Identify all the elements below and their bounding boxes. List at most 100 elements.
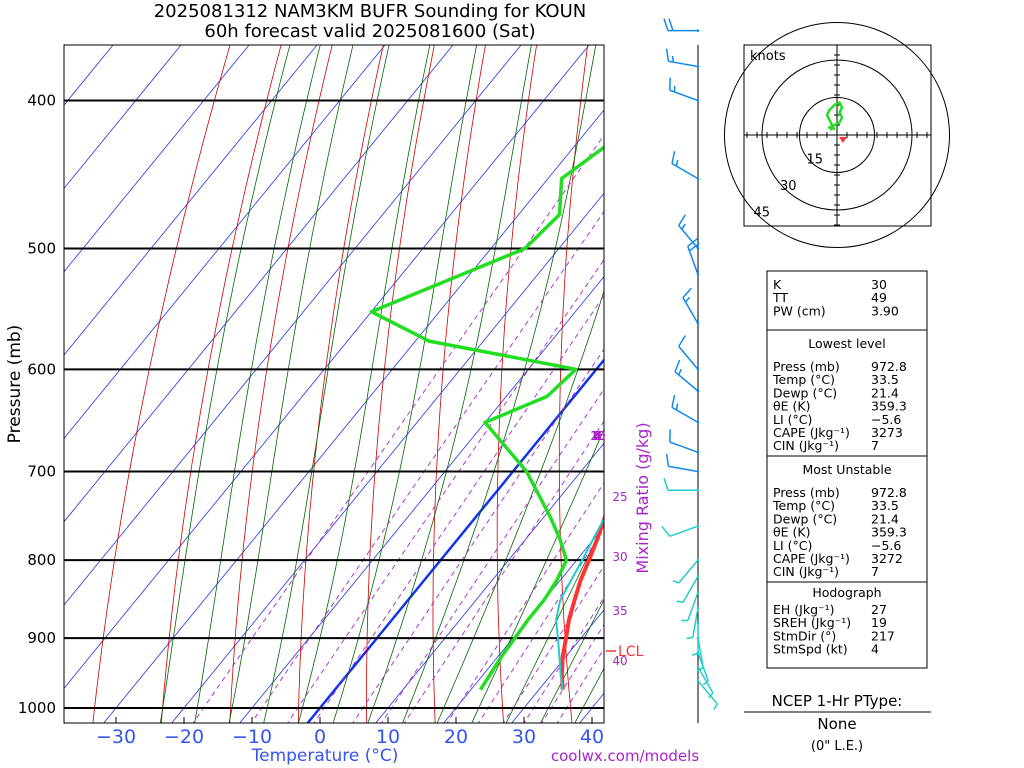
indices-box-hodograph [766, 581, 928, 669]
wind-barb [676, 575, 700, 604]
isotherm-line [306, 357, 604, 723]
index-label: CAPE (Jkg⁻¹) [773, 425, 850, 440]
mixing-ratio-tick-label: 6 [594, 429, 602, 443]
mixing-ratio-tick-label: 2 [594, 429, 602, 443]
index-value: 19 [871, 615, 887, 630]
ptype-value: None [817, 715, 856, 733]
mixing-ratio-tick-label: 20 [590, 429, 605, 443]
panel-heading: Hodograph [812, 585, 881, 600]
isotherm-line [64, 45, 522, 606]
dry-adiabat-line [994, 0, 1024, 740]
index-value: 3272 [871, 551, 903, 566]
wind-barb [663, 18, 700, 32]
panel-heading: Most Unstable [802, 462, 891, 477]
index-label: CAPE (Jkg⁻¹) [773, 551, 850, 566]
y-axis-label: Pressure (mb) [5, 325, 25, 444]
mixing-ratio-tick-label: 35 [612, 604, 627, 618]
plot-frame [63, 44, 605, 724]
index-label: K [773, 277, 782, 292]
wind-barbs [661, 18, 718, 710]
mixing-ratio-tick-label: 10 [590, 429, 605, 443]
index-label: Press (mb) [773, 359, 840, 374]
index-value: 21.4 [871, 385, 899, 400]
index-value: 33.5 [871, 372, 899, 387]
moist-adiabat-line [159, 45, 291, 723]
dry-adiabat-line [366, 45, 435, 723]
mixing-ratio-line [381, 388, 604, 723]
index-value: 4 [871, 642, 879, 657]
index-value: 7 [871, 564, 879, 579]
index-value: 217 [871, 628, 895, 643]
hodograph-ring [799, 97, 875, 173]
source-url: coolwx.com/models [551, 747, 699, 765]
dry-adiabat-line [432, 45, 486, 723]
index-value: 3.90 [871, 303, 899, 318]
moist-adiabat-line [540, 599, 604, 723]
mixing-ratio-tick-label: 30 [612, 550, 627, 564]
moist-adiabat-line [402, 45, 597, 723]
y-tick-label: 1000 [18, 699, 56, 717]
pressure-axis: 1002003004005006007008009001000 [18, 92, 56, 717]
x-tick-label: −30 [96, 726, 136, 748]
index-value: 972.8 [871, 359, 907, 374]
mixing-ratio-tick-label: 40 [612, 654, 627, 668]
index-value: 33.5 [871, 498, 899, 513]
hodograph-ring [761, 59, 913, 211]
moist-adiabat-line [194, 45, 321, 723]
isotherm-line [64, 45, 590, 689]
index-value: −5.6 [871, 538, 901, 553]
isotherm-line [375, 442, 604, 723]
dry-adiabat-line [945, 0, 1024, 740]
wind-barb [696, 679, 718, 710]
mixing-ratio-tick-label: 15 [590, 429, 605, 443]
wind-barb [671, 151, 700, 180]
isotherm-line [171, 192, 604, 723]
dry-adiabat-line [297, 45, 384, 723]
parcel-trace [555, 516, 604, 690]
wind-barb [686, 606, 700, 640]
moist-adiabat-line [436, 289, 604, 723]
wind-barb [663, 477, 700, 492]
index-label: PW (cm) [773, 303, 826, 318]
wind-barb [669, 77, 700, 102]
dry-adiabat-line [229, 45, 333, 723]
moist-adiabat-line [505, 522, 604, 723]
hodograph-ring-label: 45 [753, 206, 770, 221]
hodograph-trace [825, 100, 844, 131]
dry-adiabat-line [160, 45, 282, 723]
wind-barb [696, 665, 714, 699]
mixing-ratio-tick-label: 3 [594, 429, 602, 443]
wind-barb [674, 359, 700, 393]
x-tick-label: −10 [232, 726, 272, 748]
indices-panel: K 30 TT 49 PW (cm) 3.90 Lowest level Press (mb)… [766, 270, 928, 669]
temperature-profile [559, 512, 604, 690]
sounding-profiles [369, 145, 604, 691]
mixing-ratio-tick-label: 4 [594, 429, 602, 443]
dewpoint-profile [369, 145, 604, 691]
moist-adiabat-line [332, 45, 478, 723]
index-value: −5.6 [871, 412, 901, 427]
mixing-ratio-tick-label: 25 [612, 490, 627, 504]
hodograph-ring [724, 22, 950, 248]
mixing-ratio-tick-label: 1 [594, 429, 602, 443]
dry-adiabat-line [92, 45, 231, 723]
wind-barb [678, 335, 700, 371]
x-tick-label: 30 [512, 726, 536, 748]
moist-adiabat-line [367, 45, 532, 723]
x-tick-label: 10 [376, 726, 400, 748]
mixing-ratio-line [192, 134, 604, 723]
index-label: StmDir (°) [773, 628, 836, 643]
skewt-background-grid [64, 0, 1024, 740]
wind-barb [681, 591, 700, 622]
mixing-ratio-line [286, 258, 604, 723]
indices-box-top [766, 270, 928, 331]
index-value: 7 [871, 438, 879, 453]
index-label: Dewp (°C) [773, 385, 837, 400]
wind-barb [665, 453, 700, 473]
x-tick-label: 0 [314, 726, 326, 748]
mixing-ratio-line [541, 623, 604, 723]
index-label: Press (mb) [773, 485, 840, 500]
chart-title-line1: 2025081312 NAM3KM BUFR Sounding for KOUN [154, 1, 587, 22]
dry-adiabat-line [496, 45, 538, 723]
wind-barb [661, 524, 700, 538]
